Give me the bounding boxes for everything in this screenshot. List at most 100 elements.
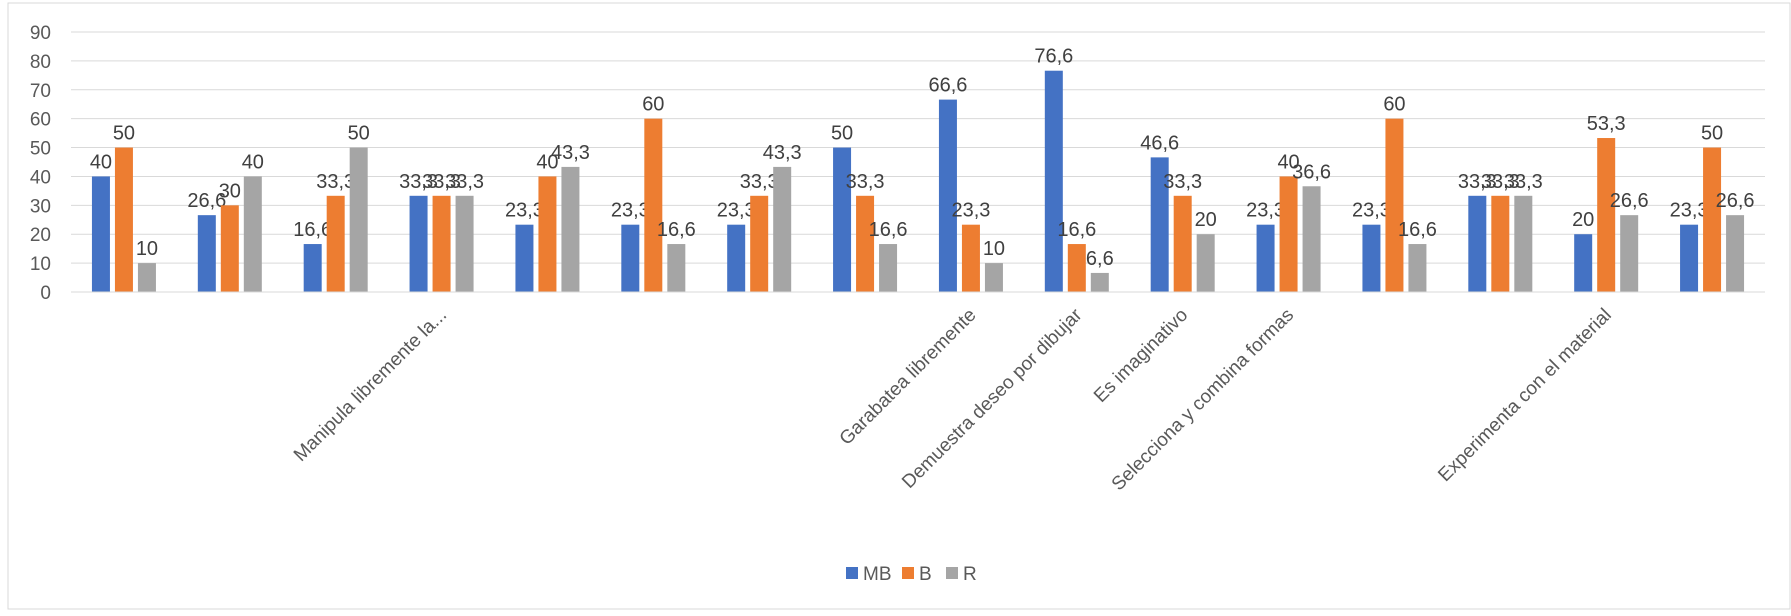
bar xyxy=(1150,157,1169,292)
bar xyxy=(1597,138,1616,292)
bar xyxy=(1468,195,1487,292)
chart-area xyxy=(7,2,1791,610)
value-label: 30 xyxy=(219,180,241,202)
value-label: 60 xyxy=(642,94,664,116)
legend-label: R xyxy=(963,564,977,585)
bar xyxy=(773,166,792,292)
value-label: 23,3 xyxy=(505,200,544,222)
y-tick-label: 10 xyxy=(30,254,51,275)
bar xyxy=(432,195,451,292)
bar xyxy=(1256,224,1275,292)
y-tick-label: 70 xyxy=(30,81,51,102)
value-label: 33,3 xyxy=(1504,171,1543,193)
bar xyxy=(727,224,746,292)
value-label: 50 xyxy=(831,123,853,145)
value-label: 50 xyxy=(1701,123,1723,145)
bar xyxy=(1173,195,1192,292)
y-tick-label: 0 xyxy=(40,283,51,304)
bar xyxy=(220,205,239,292)
bar xyxy=(644,118,663,293)
value-label: 10 xyxy=(136,238,158,260)
bar xyxy=(1302,186,1321,292)
legend-label: MB xyxy=(863,564,892,585)
bar xyxy=(197,215,216,292)
y-tick-label: 90 xyxy=(30,23,51,44)
bar xyxy=(1044,70,1063,292)
value-label: 43,3 xyxy=(551,142,590,164)
value-label: 33,3 xyxy=(399,171,438,193)
bar xyxy=(833,147,852,292)
y-tick-label: 20 xyxy=(30,225,51,246)
bar xyxy=(1362,224,1381,292)
value-label: 23,3 xyxy=(1670,200,1709,222)
value-label: 16,6 xyxy=(657,219,696,241)
value-label: 33,3 xyxy=(1481,171,1520,193)
bar xyxy=(1408,244,1427,292)
value-label: 16,6 xyxy=(1398,219,1437,241)
bar xyxy=(1196,234,1215,292)
legend-swatch xyxy=(946,567,958,579)
value-label: 23,3 xyxy=(717,200,756,222)
value-label: 40 xyxy=(536,151,558,173)
value-label: 26,6 xyxy=(1610,190,1649,212)
value-label: 16,6 xyxy=(293,219,332,241)
value-label: 40 xyxy=(242,151,264,173)
bar xyxy=(409,195,428,292)
bar xyxy=(750,195,769,292)
bar xyxy=(326,195,345,292)
value-label: 46,6 xyxy=(1140,132,1179,154)
value-label: 10 xyxy=(983,238,1005,260)
value-label: 50 xyxy=(348,123,370,145)
value-label: 53,3 xyxy=(1587,113,1626,135)
bar xyxy=(538,176,557,292)
bar xyxy=(984,263,1003,292)
value-label: 76,6 xyxy=(1034,46,1073,68)
value-label: 36,6 xyxy=(1292,161,1331,183)
bar xyxy=(1090,272,1109,292)
bar xyxy=(621,224,640,292)
bar xyxy=(1067,244,1086,292)
bar xyxy=(455,195,474,292)
bar xyxy=(137,263,156,292)
value-label: 16,6 xyxy=(869,219,908,241)
value-label: 33,3 xyxy=(1458,171,1497,193)
value-label: 40 xyxy=(1277,151,1299,173)
bar xyxy=(856,195,875,292)
value-label: 50 xyxy=(113,123,135,145)
value-label: 60 xyxy=(1383,94,1405,116)
value-label: 66,6 xyxy=(928,75,967,97)
bar xyxy=(91,176,110,292)
bar xyxy=(1279,176,1298,292)
y-tick-label: 80 xyxy=(30,52,51,73)
value-label: 23,3 xyxy=(951,200,990,222)
value-label: 6,6 xyxy=(1086,248,1114,270)
bar xyxy=(667,244,686,292)
bar xyxy=(1620,215,1639,292)
bar xyxy=(1491,195,1510,292)
bar xyxy=(349,147,368,292)
bar xyxy=(114,147,133,292)
value-label: 33,3 xyxy=(846,171,885,193)
value-label: 26,6 xyxy=(1716,190,1755,212)
bar xyxy=(1726,215,1745,292)
value-label: 16,6 xyxy=(1057,219,1096,241)
value-label: 40 xyxy=(90,151,112,173)
bar xyxy=(1514,195,1533,292)
bar xyxy=(938,99,957,292)
legend-swatch xyxy=(846,567,858,579)
bar xyxy=(243,176,262,292)
bar xyxy=(1574,234,1593,292)
value-label: 33,3 xyxy=(316,171,355,193)
y-tick-label: 40 xyxy=(30,167,51,188)
legend-swatch xyxy=(902,567,914,579)
bar xyxy=(1703,147,1722,292)
value-label: 20 xyxy=(1572,209,1594,231)
value-label: 23,3 xyxy=(1246,200,1285,222)
value-label: 23,3 xyxy=(611,200,650,222)
value-label: 26,6 xyxy=(187,190,226,212)
value-label: 33,3 xyxy=(740,171,779,193)
y-tick-label: 60 xyxy=(30,110,51,131)
bar xyxy=(561,166,580,292)
legend-label: B xyxy=(919,564,932,585)
